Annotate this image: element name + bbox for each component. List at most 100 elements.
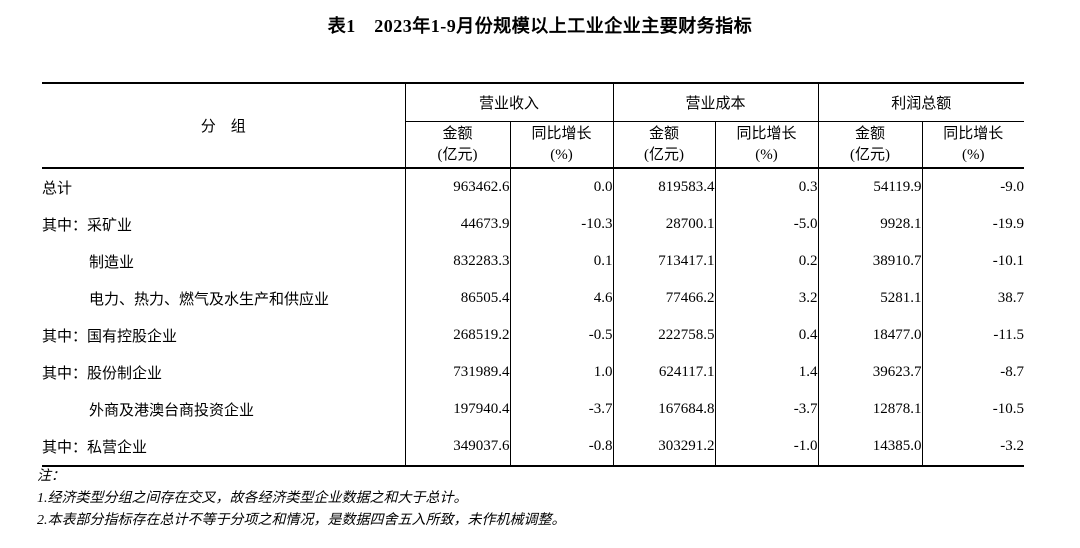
header-row-subcolumns: 金额 (亿元) 同比增长 (%) 金额 (亿元) 同比增长 (%) 金额 (亿元… — [42, 121, 1025, 169]
cell-cost-growth: 1.4 — [714, 354, 819, 391]
cell-revenue-growth: -0.5 — [509, 317, 614, 354]
subheader-profit-amount: 金额 (亿元) — [817, 121, 923, 169]
row-label: 其中：采矿业 — [42, 206, 405, 243]
cell-cost-amount: 222758.5 — [612, 317, 716, 354]
note-item-1: 1.经济类型分组之间存在交叉，故各经济类型企业数据之和大于总计。 — [37, 491, 468, 506]
table-notes: 注： 1.经济类型分组之间存在交叉，故各经济类型企业数据之和大于总计。 2.本表… — [37, 466, 566, 532]
row-label: 电力、热力、燃气及水生产和供应业 — [42, 280, 405, 317]
table-row: 其中：股份制企业 731989.4 1.0 624117.1 1.4 39623… — [42, 354, 1025, 391]
cell-revenue-amount: 86505.4 — [404, 280, 510, 317]
page-title: 表1 2023年1-9月份规模以上工业企业主要财务指标 — [327, 16, 753, 36]
row-label-text: 外商及港澳台商投资企业 — [89, 403, 255, 419]
cell-cost-growth: -5.0 — [714, 206, 819, 243]
note-item-2: 2.本表部分指标存在总计不等于分项之和情况，是数据四舍五入所致，未作机械调整。 — [37, 513, 566, 528]
cell-profit-amount: 38910.7 — [817, 243, 923, 280]
table-row: 外商及港澳台商投资企业 197940.4 -3.7 167684.8 -3.7 … — [42, 391, 1025, 428]
cell-profit-growth: -8.7 — [921, 354, 1025, 391]
subheader-line: 金额 — [649, 125, 680, 142]
row-label: 其中：私营企业 — [42, 428, 405, 466]
table-row: 总计 963462.6 0.0 819583.4 0.3 54119.9 -9.… — [42, 168, 1025, 206]
row-label: 其中：股份制企业 — [42, 354, 405, 391]
cell-profit-amount: 39623.7 — [817, 354, 923, 391]
subheader-cost-amount: 金额 (亿元) — [612, 121, 716, 169]
cell-profit-growth: -9.0 — [921, 168, 1025, 206]
cell-cost-growth: 3.2 — [714, 280, 819, 317]
subheader-line: (亿元) — [437, 146, 478, 163]
cell-profit-growth: 38.7 — [921, 280, 1025, 317]
cell-profit-amount: 5281.1 — [817, 280, 923, 317]
table-row: 制造业 832283.3 0.1 713417.1 0.2 38910.7 -1… — [42, 243, 1025, 280]
cell-revenue-growth: 0.0 — [509, 168, 614, 206]
subheader-revenue-amount: 金额 (亿元) — [404, 121, 510, 169]
column-header-cost: 营业成本 — [612, 83, 819, 122]
cell-revenue-amount: 268519.2 — [404, 317, 510, 354]
cell-cost-amount: 28700.1 — [612, 206, 716, 243]
row-label: 外商及港澳台商投资企业 — [42, 391, 405, 428]
table-body: 总计 963462.6 0.0 819583.4 0.3 54119.9 -9.… — [42, 168, 1025, 466]
row-label-text: 制造业 — [89, 255, 135, 271]
table-header: 分 组 营业收入 营业成本 利润总额 金额 (亿元) 同比增长 (%) 金额 (… — [42, 83, 1025, 169]
row-label: 其中：国有控股企业 — [42, 317, 405, 354]
cell-revenue-amount: 832283.3 — [404, 243, 510, 280]
row-label-text: 电力、热力、燃气及水生产和供应业 — [89, 292, 330, 308]
cell-cost-amount: 819583.4 — [612, 168, 716, 206]
subheader-line: (%) — [755, 146, 778, 163]
subheader-line: (%) — [550, 146, 573, 163]
column-header-group: 分 组 — [42, 83, 405, 169]
subheader-cost-growth: 同比增长 (%) — [714, 121, 819, 169]
row-label-text: 其中：私营企业 — [42, 440, 148, 456]
subheader-line: (亿元) — [850, 146, 891, 163]
subheader-profit-growth: 同比增长 (%) — [921, 121, 1025, 169]
row-label-text: 总计 — [42, 181, 73, 197]
cell-revenue-amount: 963462.6 — [404, 168, 510, 206]
row-label-text: 其中：股份制企业 — [42, 366, 163, 382]
table-row: 其中：私营企业 349037.6 -0.8 303291.2 -1.0 1438… — [42, 428, 1025, 466]
cell-profit-growth: -11.5 — [921, 317, 1025, 354]
subheader-line: (%) — [962, 146, 985, 163]
subheader-line: 同比增长 — [943, 125, 1004, 142]
subheader-line: (亿元) — [644, 146, 685, 163]
row-label-text: 其中：国有控股企业 — [42, 329, 178, 345]
cell-cost-amount: 77466.2 — [612, 280, 716, 317]
cell-cost-amount: 713417.1 — [612, 243, 716, 280]
subheader-line: 金额 — [855, 125, 886, 142]
header-row-groups: 分 组 营业收入 营业成本 利润总额 — [42, 83, 1025, 169]
row-label-text: 其中：采矿业 — [42, 218, 133, 234]
cell-cost-growth: 0.2 — [714, 243, 819, 280]
row-label: 总计 — [42, 168, 405, 206]
cell-profit-growth: -3.2 — [921, 428, 1025, 466]
table-row: 电力、热力、燃气及水生产和供应业 86505.4 4.6 77466.2 3.2… — [42, 280, 1025, 317]
financial-indicators-table: 分 组 营业收入 营业成本 利润总额 金额 (亿元) 同比增长 (%) 金额 (… — [42, 82, 1025, 467]
subheader-line: 同比增长 — [531, 125, 592, 142]
cell-revenue-amount: 44673.9 — [404, 206, 510, 243]
cell-revenue-growth: 4.6 — [509, 280, 614, 317]
row-label: 制造业 — [42, 243, 405, 280]
subheader-revenue-growth: 同比增长 (%) — [509, 121, 614, 169]
cell-revenue-amount: 731989.4 — [404, 354, 510, 391]
cell-cost-growth: 0.4 — [714, 317, 819, 354]
subheader-line: 金额 — [442, 125, 473, 142]
cell-revenue-amount: 349037.6 — [404, 428, 510, 466]
cell-profit-growth: -10.5 — [921, 391, 1025, 428]
cell-revenue-growth: 0.1 — [509, 243, 614, 280]
cell-cost-amount: 303291.2 — [612, 428, 716, 466]
cell-profit-amount: 18477.0 — [817, 317, 923, 354]
table-row: 其中：国有控股企业 268519.2 -0.5 222758.5 0.4 184… — [42, 317, 1025, 354]
cell-profit-growth: -19.9 — [921, 206, 1025, 243]
notes-heading: 注： — [37, 469, 65, 484]
cell-cost-growth: -3.7 — [714, 391, 819, 428]
cell-profit-amount: 9928.1 — [817, 206, 923, 243]
cell-cost-amount: 624117.1 — [612, 354, 716, 391]
column-header-profit: 利润总额 — [817, 83, 1025, 122]
cell-revenue-growth: 1.0 — [509, 354, 614, 391]
table-row: 其中：采矿业 44673.9 -10.3 28700.1 -5.0 9928.1… — [42, 206, 1025, 243]
cell-revenue-growth: -0.8 — [509, 428, 614, 466]
cell-cost-amount: 167684.8 — [612, 391, 716, 428]
cell-profit-amount: 14385.0 — [817, 428, 923, 466]
cell-cost-growth: 0.3 — [714, 168, 819, 206]
column-header-revenue: 营业收入 — [404, 83, 614, 122]
cell-profit-amount: 54119.9 — [817, 168, 923, 206]
subheader-line: 同比增长 — [736, 125, 797, 142]
cell-profit-growth: -10.1 — [921, 243, 1025, 280]
cell-revenue-growth: -3.7 — [509, 391, 614, 428]
